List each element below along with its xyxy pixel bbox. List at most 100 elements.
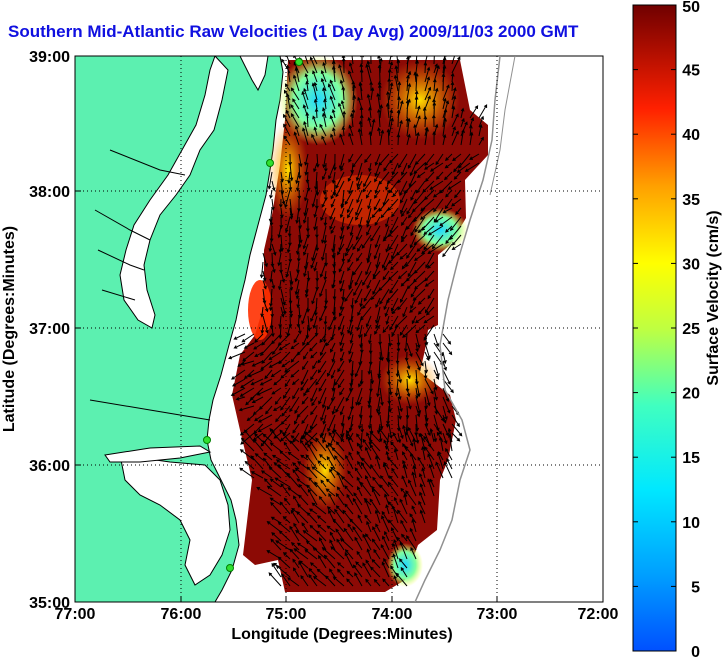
velocity-arrow (321, 135, 327, 146)
velocity-arrow (298, 324, 302, 335)
velocity-arrow (374, 509, 381, 524)
velocity-arrow (381, 561, 390, 578)
velocity-arrow (253, 342, 264, 350)
velocity-arrow (367, 414, 372, 430)
velocity-arrow (366, 520, 372, 533)
velocity-arrow (377, 108, 381, 128)
velocity-arrow (398, 558, 408, 569)
station-marker (295, 58, 303, 66)
velocity-arrow (469, 117, 475, 128)
velocity-arrow (298, 225, 303, 244)
velocity-arrow (355, 207, 363, 221)
velocity-arrow (329, 79, 336, 92)
velocity-arrow (409, 527, 417, 542)
velocity-arrow (383, 297, 390, 311)
velocity-arrow (319, 333, 327, 344)
velocity-arrow (325, 443, 336, 461)
colorbar-tick-label: 25 (682, 321, 700, 338)
velocity-arrow (347, 171, 354, 182)
velocity-arrow (364, 498, 372, 515)
velocity-arrow (350, 297, 355, 309)
velocity-arrow (451, 105, 456, 119)
velocity-arrow (424, 86, 432, 101)
velocity-arrow (350, 56, 354, 65)
map-title: Southern Mid-Atlantic Raw Velocities (1 … (8, 22, 579, 41)
velocity-arrow (363, 288, 372, 302)
velocity-arrow (393, 575, 399, 587)
velocity-arrow (285, 92, 291, 110)
velocity-arrow (350, 112, 354, 128)
velocity-arrow (262, 279, 267, 290)
velocity-arrow (399, 498, 408, 515)
velocity-arrow (412, 437, 417, 452)
velocity-arrow (297, 503, 309, 515)
velocity-arrow (436, 451, 444, 470)
velocity-arrow (280, 306, 285, 318)
velocity-arrow (348, 62, 354, 74)
velocity-arrow (380, 543, 390, 560)
velocity-arrow (271, 180, 276, 192)
velocity-arrow (271, 423, 282, 434)
velocity-arrow (243, 342, 255, 349)
velocity-arrow (330, 225, 336, 235)
velocity-arrow (331, 171, 336, 185)
velocity-arrow (293, 131, 300, 146)
velocity-arrow (268, 234, 273, 253)
velocity-arrow (298, 153, 303, 168)
velocity-arrow (451, 126, 456, 137)
velocity-arrow (303, 351, 309, 360)
velocity-arrow (423, 61, 428, 74)
velocity-arrow (314, 297, 318, 317)
velocity-arrow (323, 315, 328, 326)
velocity-arrow (388, 117, 394, 137)
velocity-arrow (364, 533, 372, 542)
velocity-arrow (406, 243, 417, 259)
velocity-arrow (418, 500, 426, 515)
velocity-arrow (422, 106, 427, 119)
velocity-arrow (312, 315, 318, 329)
velocity-arrow (423, 225, 435, 236)
isobath-line-2 (489, 56, 516, 196)
velocity-arrow (401, 216, 408, 226)
velocity-arrow (240, 432, 255, 445)
velocity-arrow (353, 279, 363, 297)
velocity-arrow (379, 414, 384, 430)
velocity-arrow (453, 162, 462, 173)
velocity-arrow (273, 461, 282, 470)
velocity-arrow (455, 207, 462, 216)
velocity-arrow (339, 207, 345, 219)
velocity-arrow (322, 107, 327, 119)
velocity-arrow (400, 279, 408, 287)
velocity-arrow (369, 444, 381, 461)
velocity-arrow (387, 77, 392, 92)
velocity-arrow (377, 83, 382, 101)
velocity-arrow (331, 65, 336, 83)
velocity-arrow (327, 83, 336, 101)
velocity-arrow (445, 447, 453, 461)
velocity-arrow (400, 566, 408, 578)
velocity-arrow (296, 261, 300, 274)
velocity-arrow (362, 562, 372, 578)
colorbar-tick-label: 0 (691, 644, 700, 659)
velocity-arrow (421, 467, 426, 479)
velocity-arrow (271, 342, 282, 355)
velocity-arrow (358, 414, 363, 430)
velocity-arrow (340, 198, 345, 209)
velocity-arrow (403, 333, 408, 353)
velocity-arrow (429, 162, 444, 172)
velocity-arrow (376, 378, 381, 398)
velocity-arrow (251, 360, 264, 367)
x-tick-label: 72:00 (578, 606, 619, 623)
velocity-arrow (288, 252, 293, 263)
velocity-arrow (334, 508, 345, 524)
velocity-arrow (413, 234, 426, 246)
velocity-arrow (424, 333, 429, 346)
velocity-arrow (401, 207, 408, 217)
velocity-arrow (409, 513, 417, 524)
velocity-arrow (348, 342, 354, 355)
velocity-arrow (346, 429, 354, 443)
velocity-arrow (442, 405, 448, 421)
velocity-arrow (322, 432, 327, 444)
velocity-arrow (391, 324, 399, 337)
velocity-arrow (273, 378, 282, 386)
